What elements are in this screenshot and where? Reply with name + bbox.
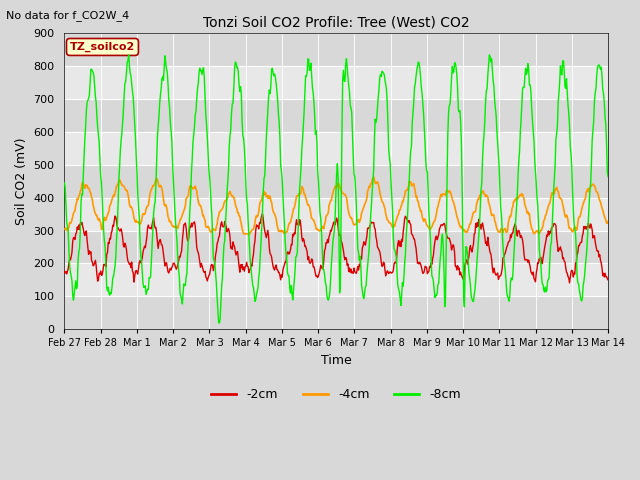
- Bar: [65, 66, 608, 99]
- Bar: [65, 165, 608, 198]
- Y-axis label: Soil CO2 (mV): Soil CO2 (mV): [15, 137, 28, 225]
- Bar: [65, 264, 608, 297]
- Bar: [65, 132, 608, 165]
- Bar: [65, 99, 608, 132]
- Legend: -2cm, -4cm, -8cm: -2cm, -4cm, -8cm: [207, 383, 466, 406]
- Text: TZ_soilco2: TZ_soilco2: [70, 42, 135, 52]
- X-axis label: Time: Time: [321, 354, 351, 367]
- Text: No data for f_CO2W_4: No data for f_CO2W_4: [6, 10, 130, 21]
- Bar: [65, 297, 608, 329]
- Bar: [65, 230, 608, 264]
- Bar: [65, 198, 608, 230]
- Title: Tonzi Soil CO2 Profile: Tree (West) CO2: Tonzi Soil CO2 Profile: Tree (West) CO2: [203, 15, 470, 29]
- Bar: [65, 33, 608, 66]
